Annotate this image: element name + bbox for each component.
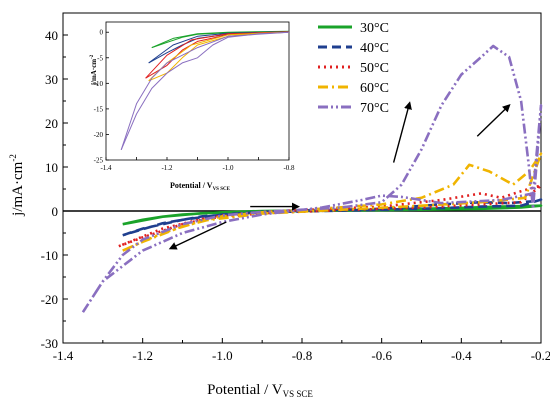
main-y-tick-label: -10: [41, 248, 58, 263]
main-y-tick-label: -20: [41, 292, 58, 307]
inset-y-axis-label-main: j/mA·cm: [90, 59, 98, 87]
legend: 30°C 40°C 50°C 60°C 70°C: [318, 21, 389, 116]
main-x-tick-label: -0.4: [451, 348, 472, 363]
main-y-tick-label: 0: [52, 204, 59, 219]
main-x-tick-label: -0.6: [371, 348, 392, 363]
sweep-direction-arrow: [168, 221, 227, 250]
main-x-axis-label: Potential / VVS SCE: [207, 382, 313, 399]
inset-x-tick-label: -1.4: [100, 164, 112, 172]
main-series-line: [81, 44, 543, 313]
main-y-axis-label-sup: -2: [8, 154, 18, 162]
inset-y-tick-label: -25: [94, 157, 104, 165]
main-x-tick-label: -1.0: [212, 348, 233, 363]
inset-y-axis-label: j/mA·cm-2: [90, 54, 98, 86]
main-y-tick-label: -30: [41, 336, 58, 351]
main-y-tick-label: 30: [45, 72, 58, 87]
inset-series-line: [151, 30, 290, 49]
inset-y-axis-label-sup: -2: [90, 54, 95, 59]
main-x-tick-label: -0.8: [292, 348, 313, 363]
inset-y-tick-label: 0: [100, 29, 104, 37]
main-series-group: [81, 44, 543, 313]
inset-x-axis-label-main: Potential / V: [170, 181, 213, 190]
inset-x-tick-label: -1.2: [161, 164, 173, 172]
main-x-axis-label-main: Potential / V: [207, 382, 283, 398]
main-y-tick-label: 20: [45, 116, 58, 131]
inset-x-tick-label: -1.0: [222, 164, 234, 172]
inset-axis-ticks: -1.4 -1.2 -1.0 -0.8 -25 -20 -15 -10 -5 0: [94, 29, 295, 172]
inset-series-group: [120, 30, 290, 150]
main-x-tick-label: -0.2: [531, 348, 550, 363]
main-x-tick-label: -1.2: [132, 348, 153, 363]
sweep-direction-arrow: [392, 101, 412, 163]
inset-series-line: [145, 31, 290, 79]
legend-label: 40°C: [360, 41, 389, 56]
main-axis-ticks: -1.4 -1.2 -1.0 -0.8 -0.6 -0.4 -0.2-30-20-10010…: [41, 28, 550, 363]
legend-label: 70°C: [360, 101, 389, 116]
inset-y-tick-label: -5: [97, 54, 103, 62]
main-arrows-group: [168, 101, 511, 250]
main-y-axis-label: j/mA·cm-2: [8, 154, 26, 217]
inset-series-line: [148, 31, 290, 64]
inset-x-tick-label: -0.8: [283, 164, 295, 172]
legend-label: 30°C: [360, 21, 389, 36]
main-y-tick-label: 40: [45, 28, 58, 43]
main-x-axis-label-sub: VS SCE: [283, 389, 314, 399]
main-x-tick-label: -1.4: [53, 348, 74, 363]
inset-y-tick-label: -15: [94, 105, 104, 113]
legend-label: 50°C: [360, 61, 389, 76]
main-y-axis-label-main: j/mA·cm: [10, 161, 26, 216]
main-y-tick-label: 10: [45, 160, 58, 175]
inset-x-axis-label-sub: VS SCE: [213, 187, 231, 192]
inset-y-tick-label: -20: [94, 131, 104, 139]
inset-background: [86, 20, 292, 170]
legend-label: 60°C: [360, 81, 389, 96]
inset-series-line: [120, 31, 290, 150]
inset-y-tick-label: -10: [94, 80, 104, 88]
sweep-direction-arrow: [476, 104, 511, 137]
inset-x-axis-label: Potential / VVS SCE: [170, 181, 231, 192]
